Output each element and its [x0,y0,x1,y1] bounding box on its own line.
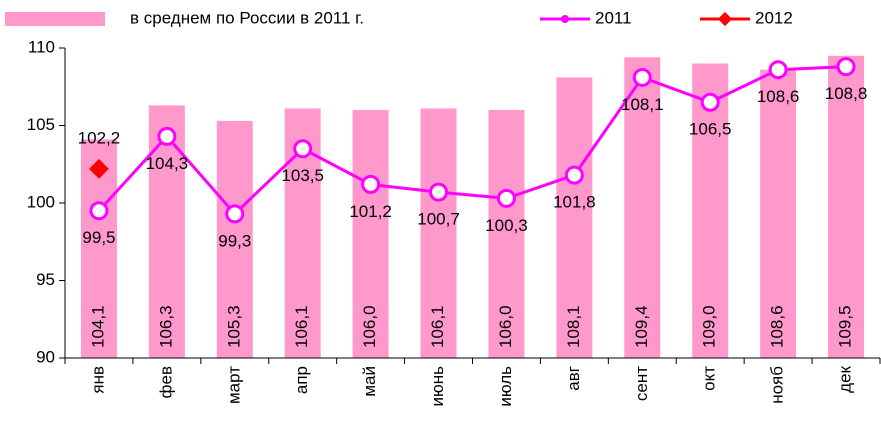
bar [352,110,389,358]
point-value-label: 100,7 [417,210,460,229]
x-tick-label: авг [564,366,583,391]
bar-value-label: 105,3 [224,305,243,348]
y-tick-label: 90 [36,347,55,366]
x-tick-label: март [224,366,243,404]
legend-label: 2011 [595,8,632,27]
bar [556,77,593,358]
x-tick-label: дек [836,365,855,392]
y-tick-label: 95 [36,270,55,289]
x-tick-label: окт [700,366,719,391]
point-value-label: 101,2 [349,202,392,221]
point [293,139,313,159]
y-tick-label: 110 [28,37,55,56]
bar-value-label: 108,1 [564,305,583,348]
point [632,67,652,87]
point [225,204,245,224]
bar [692,63,729,358]
legend-marker [717,11,733,27]
bar [488,110,525,358]
point-value-label: 99,3 [218,231,251,250]
x-tick-label: янв [88,366,107,394]
point [768,60,788,80]
bar-value-label: 109,0 [700,305,719,348]
point [496,188,516,208]
point-value-label: 103,5 [281,166,324,185]
bar [760,69,797,358]
point-value-label: 108,8 [825,84,868,103]
x-tick-label: апр [292,366,311,394]
bar-value-label: 106,0 [496,305,515,348]
legend-label: 2012 [755,8,793,27]
bar [420,108,457,358]
point [157,126,177,146]
point-value-label: 106,5 [689,120,732,139]
point-value-label: 104,3 [146,154,189,173]
bar [216,120,253,358]
x-tick-label: сент [632,366,651,401]
point-value-label: 101,8 [553,193,596,212]
bar-value-label: 106,0 [360,305,379,348]
x-tick-label: фев [156,366,175,398]
bar [624,57,661,359]
y-tick-label: 105 [27,115,55,134]
point [429,182,449,202]
point [836,57,856,77]
legend-label: в среднем по России в 2011 г. [130,8,364,27]
bar-value-label: 104,1 [88,305,107,348]
point-value-label: 100,3 [485,216,528,235]
point [700,92,720,112]
bar-value-label: 108,6 [768,305,787,348]
point-value-label: 108,1 [621,95,664,114]
y-tick-label: 100 [27,192,55,211]
point [361,174,381,194]
x-tick-label: июнь [428,366,447,407]
x-tick-label: май [360,366,379,397]
bar-value-label: 106,3 [156,305,175,348]
point [89,159,109,179]
point [89,201,109,221]
point-value-label: 108,6 [757,87,800,106]
x-tick-label: июль [496,366,515,407]
legend-swatch [5,12,105,26]
bar [828,55,865,358]
point-value-label: 102,2 [78,128,121,147]
bar-value-label: 109,4 [632,305,651,348]
line [97,65,847,217]
x-tick-label: нояб [768,366,787,404]
point [564,165,584,185]
point-value-label: 99,5 [82,228,115,247]
bar-value-label: 109,5 [836,305,855,348]
bar-value-label: 106,1 [428,305,447,348]
bar-value-label: 106,1 [292,305,311,348]
legend-marker [561,15,569,23]
